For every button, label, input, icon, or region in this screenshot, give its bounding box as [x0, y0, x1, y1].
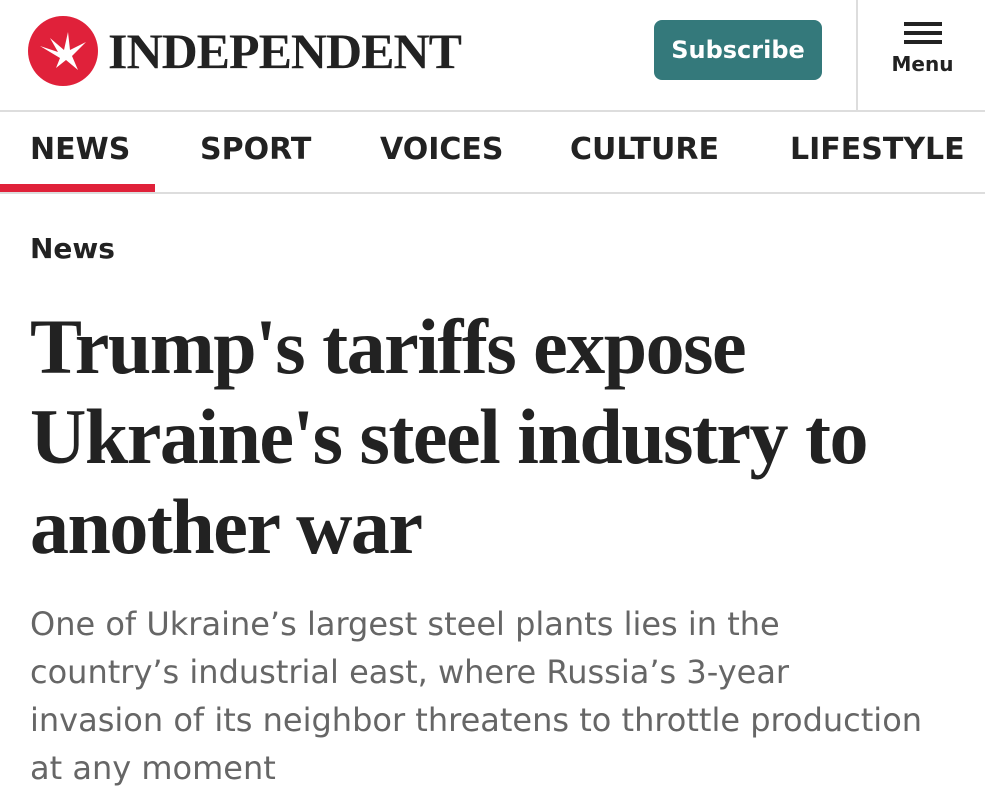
- subscribe-button[interactable]: Subscribe: [654, 20, 822, 80]
- nav-link[interactable]: CULTURE: [570, 132, 719, 167]
- nav-link[interactable]: VOICES: [380, 132, 504, 167]
- logo-icon[interactable]: [28, 16, 98, 86]
- nav-link[interactable]: LIFESTYLE: [790, 132, 965, 167]
- section-label[interactable]: News: [30, 232, 115, 265]
- header: INDEPENDENT Subscribe Menu: [0, 0, 985, 112]
- logo[interactable]: INDEPENDENT: [108, 23, 462, 79]
- nav-link[interactable]: NEWS: [30, 132, 131, 167]
- divider: [856, 0, 858, 110]
- nav-link[interactable]: SPORT: [200, 132, 312, 167]
- nav-bar: NEWS SPORT VOICES CULTURE LIFESTYLE: [0, 112, 985, 194]
- menu-button[interactable]: Menu: [870, 22, 975, 76]
- menu-icon: [903, 22, 942, 44]
- active-indicator: [0, 184, 155, 192]
- menu-label: Menu: [891, 52, 954, 76]
- standfirst: One of Ukraine’s largest steel plants li…: [30, 605, 923, 787]
- headline: Trump's tariffs expose Ukraine's steel i…: [30, 303, 869, 570]
